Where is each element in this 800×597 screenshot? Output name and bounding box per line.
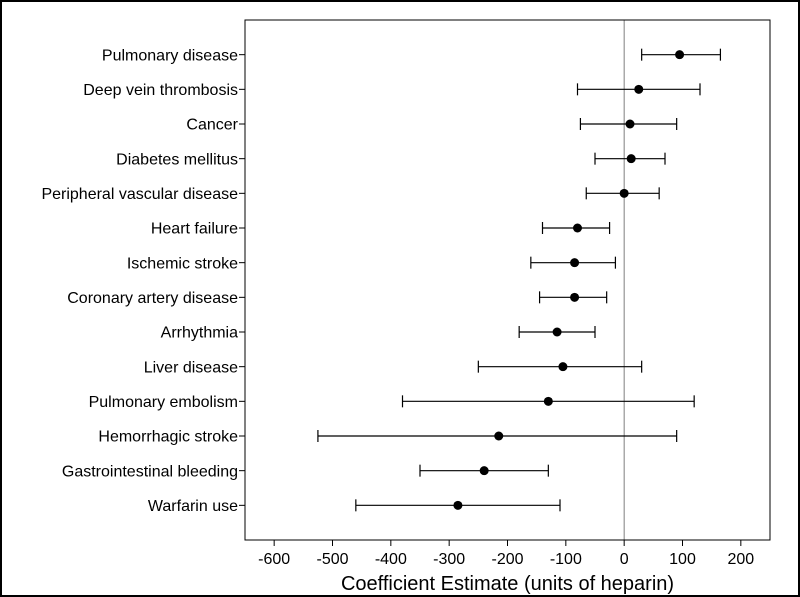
svg-text:200: 200 [727,551,754,568]
svg-text:Pulmonary embolism: Pulmonary embolism [89,394,238,411]
svg-text:-500: -500 [316,551,348,568]
svg-text:Peripheral vascular disease: Peripheral vascular disease [41,186,238,203]
svg-text:-400: -400 [375,551,407,568]
forest-plot: -600 -500 -400 -300 -200 -100 0 100 200 Coefficie… [0,0,800,597]
svg-text:Deep vein thrombosis: Deep vein thrombosis [83,82,238,99]
svg-text:0: 0 [620,551,629,568]
svg-text:Arrhythmia: Arrhythmia [161,325,238,342]
svg-text:-300: -300 [433,551,465,568]
svg-text:-200: -200 [491,551,523,568]
svg-text:Coefficient Estimate (units of: Coefficient Estimate (units of heparin) [341,573,674,595]
svg-text:-600: -600 [258,551,290,568]
svg-text:Heart failure: Heart failure [151,221,238,238]
svg-text:Hemorrhagic stroke: Hemorrhagic stroke [98,429,238,446]
svg-text:Ischemic stroke: Ischemic stroke [127,255,238,272]
svg-text:Warfarin use: Warfarin use [148,498,238,515]
svg-text:-100: -100 [550,551,582,568]
svg-text:Gastrointestinal bleeding: Gastrointestinal bleeding [62,463,238,480]
svg-text:100: 100 [669,551,696,568]
svg-text:Diabetes mellitus: Diabetes mellitus [116,151,238,168]
svg-text:Pulmonary disease: Pulmonary disease [102,47,238,64]
svg-text:Cancer: Cancer [186,117,238,134]
svg-text:Coronary artery disease: Coronary artery disease [67,290,238,307]
svg-text:Liver disease: Liver disease [144,359,238,376]
